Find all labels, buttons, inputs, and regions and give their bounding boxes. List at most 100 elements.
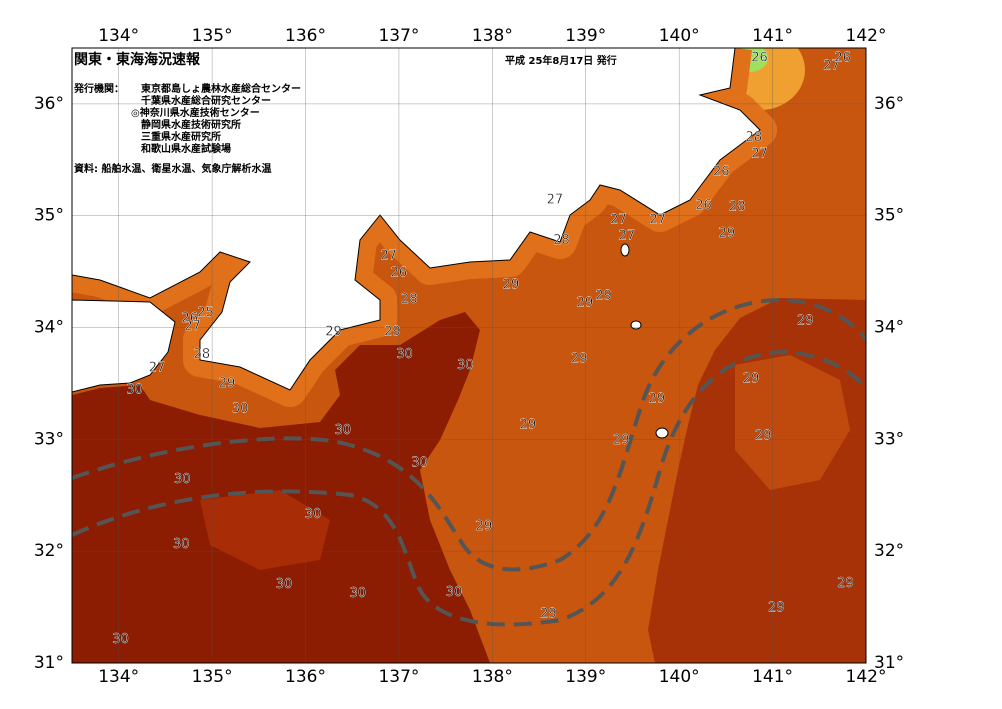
- contour-label: 29: [613, 433, 630, 448]
- lat-tick-label: 34°: [34, 318, 64, 338]
- lon-tick-label: 142°: [846, 667, 887, 687]
- contour-label: 30: [112, 632, 129, 647]
- lat-tick-label: 35°: [34, 206, 64, 226]
- issuer: 三重県水産研究所: [141, 130, 221, 143]
- lon-tick-label: 136°: [285, 667, 326, 687]
- contour-label: 30: [411, 455, 428, 470]
- contour-label: 26: [181, 311, 198, 326]
- lon-tick-label: 141°: [752, 667, 793, 687]
- contour-label: 27: [619, 228, 636, 243]
- contour-label: 26: [713, 165, 730, 180]
- lon-tick-label: 140°: [659, 26, 700, 46]
- contour-label: 30: [174, 472, 191, 487]
- contour-label: 30: [396, 347, 413, 362]
- contour-label: 29: [768, 601, 785, 616]
- contour-label: 27: [547, 193, 564, 208]
- lat-tick-label: 34°: [874, 318, 904, 338]
- contour-label: 30: [305, 507, 322, 522]
- contour-label: 27: [649, 213, 666, 228]
- contour-label: 26: [695, 198, 712, 213]
- contour-label: 29: [577, 295, 594, 310]
- contour-label: 27: [380, 248, 397, 263]
- lon-tick-label: 139°: [565, 667, 606, 687]
- data-source: 資料: 船舶水温、衛星水温、気象庁解析水温: [74, 162, 271, 175]
- island: [630, 320, 642, 330]
- contour-label: 28: [401, 292, 418, 307]
- lon-tick-label: 141°: [752, 26, 793, 46]
- contour-label: 30: [335, 423, 352, 438]
- contour-label: 30: [457, 358, 474, 373]
- contour-label: 29: [719, 226, 736, 241]
- lat-tick-label: 31°: [874, 653, 904, 673]
- issuer: 静岡県水産技術研究所: [141, 118, 241, 131]
- map-layers: [72, 48, 866, 663]
- contour-label: 29: [476, 519, 493, 534]
- contour-label: 27: [610, 213, 627, 228]
- lon-tick-label: 134°: [98, 26, 139, 46]
- land: [72, 48, 761, 391]
- lon-tick-label: 134°: [98, 667, 139, 687]
- title: 関東・東海海況速報: [74, 51, 201, 68]
- island: [655, 427, 669, 439]
- lat-tick-label: 36°: [34, 94, 64, 114]
- lat-tick-label: 33°: [34, 429, 64, 449]
- contour-label: 30: [350, 586, 367, 601]
- lon-tick-label: 142°: [846, 26, 887, 46]
- contour-label: 27: [184, 319, 201, 334]
- issue-date: 平成 25年8月17日 発行: [505, 54, 617, 67]
- issuer: 東京都島しょ農林水産総合センター: [141, 82, 301, 95]
- contour-label: 29: [325, 325, 342, 340]
- lat-tick-label: 32°: [874, 541, 904, 561]
- contour-label: 28: [746, 130, 763, 145]
- issuer: 千葉県水産総合研究センター: [141, 94, 271, 107]
- sst-region: [200, 490, 330, 570]
- kuroshio-axis: [72, 349, 866, 627]
- map-frame: [71, 47, 867, 664]
- contour-label: 29: [384, 325, 401, 340]
- contour-label: 26: [391, 265, 408, 280]
- contour-label: 27: [751, 147, 768, 162]
- grid: [72, 48, 866, 663]
- contour-label: 28: [194, 347, 211, 362]
- contour-label: 30: [276, 577, 293, 592]
- contour-label: 26: [751, 51, 768, 66]
- contour-label: 28: [729, 199, 746, 214]
- island: [620, 243, 630, 257]
- issuer: ◎神奈川県水産技術センター: [131, 106, 260, 119]
- lon-tick-label: 140°: [659, 667, 700, 687]
- lon-tick-label: 135°: [192, 26, 233, 46]
- lat-tick-label: 35°: [874, 206, 904, 226]
- contour-label: 30: [232, 402, 249, 417]
- lat-tick-label: 31°: [34, 653, 64, 673]
- lat-tick-label: 32°: [34, 541, 64, 561]
- contour-label: 30: [126, 383, 143, 398]
- lat-tick-label: 33°: [874, 429, 904, 449]
- lon-tick-label: 138°: [472, 667, 513, 687]
- lon-tick-label: 137°: [378, 667, 419, 687]
- sst-region: [735, 355, 850, 490]
- lon-tick-label: 136°: [285, 26, 326, 46]
- lat-tick-label: 36°: [874, 94, 904, 114]
- contour-label: 29: [648, 392, 665, 407]
- contour-label: 25: [197, 306, 214, 321]
- contour-label: 29: [755, 429, 772, 444]
- contour-label: 26: [834, 51, 851, 66]
- contour-label: 28: [553, 233, 570, 248]
- lon-tick-label: 137°: [378, 26, 419, 46]
- contour-label: 29: [219, 376, 236, 391]
- contour-label: 27: [823, 58, 840, 73]
- axis-labels: 134° 134° 135° 135° 136° 136° 137° 137° 138° 138°…: [34, 26, 904, 687]
- contour-label: 29: [797, 313, 814, 328]
- sst-region: [72, 312, 490, 663]
- contour-label: 29: [503, 278, 520, 293]
- contour-label: 29: [540, 606, 557, 621]
- contour-label: 29: [743, 371, 760, 386]
- contour-label: 29: [595, 289, 612, 304]
- contour-label: 29: [837, 576, 854, 591]
- lon-tick-label: 138°: [472, 26, 513, 46]
- contour-label: 29: [571, 351, 588, 366]
- lon-tick-label: 139°: [565, 26, 606, 46]
